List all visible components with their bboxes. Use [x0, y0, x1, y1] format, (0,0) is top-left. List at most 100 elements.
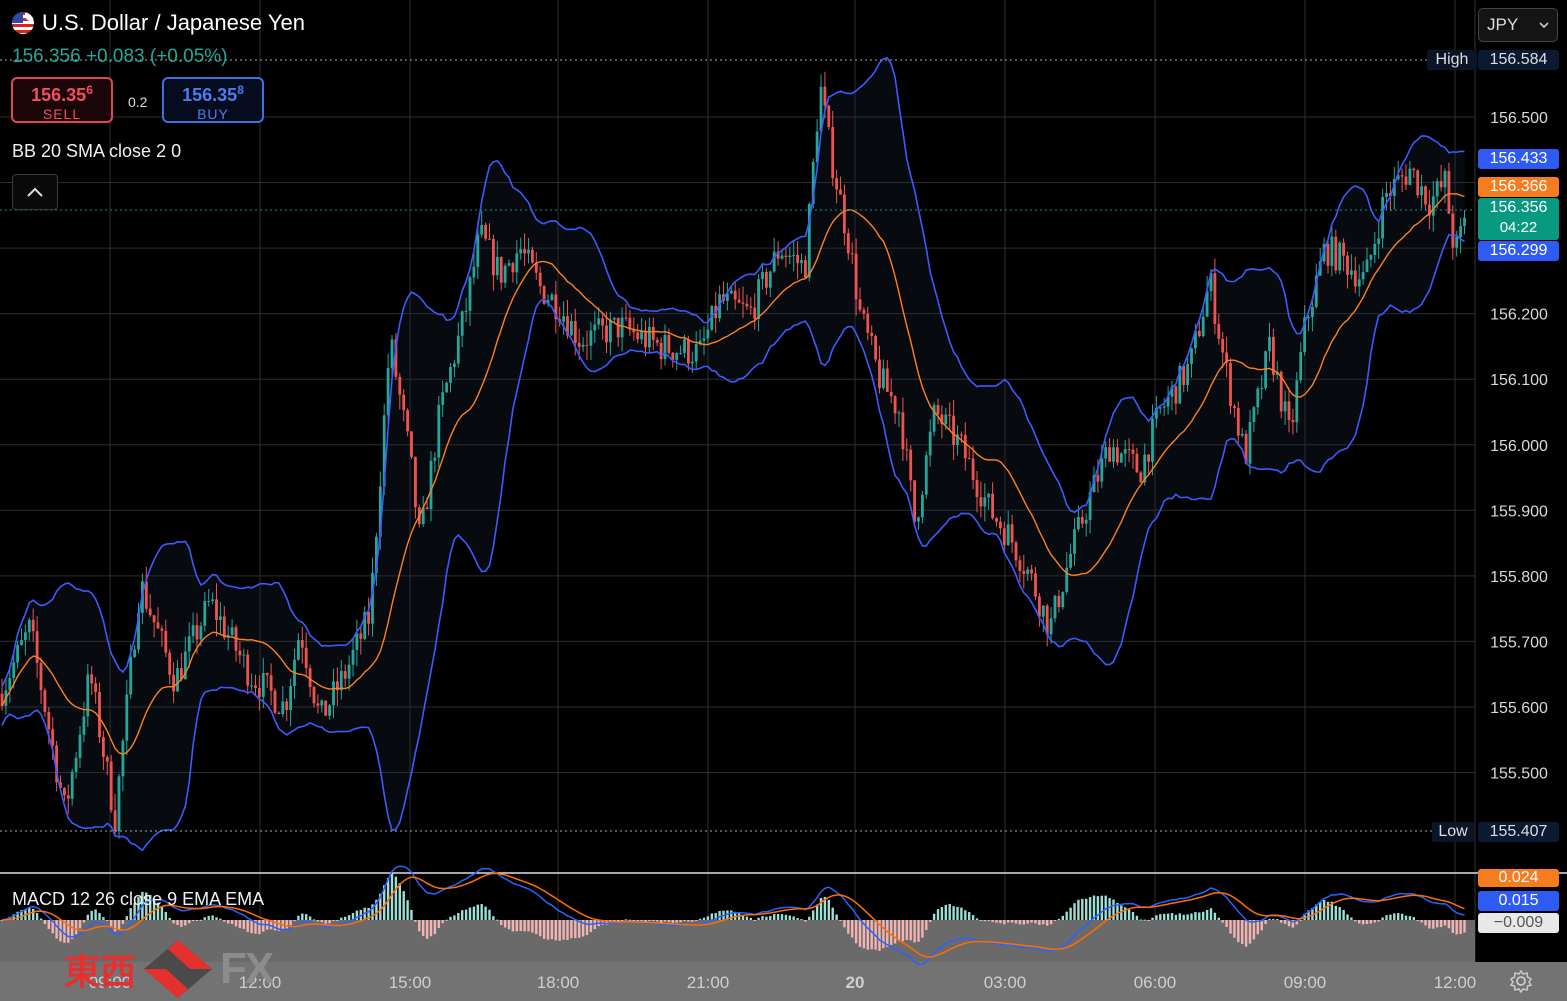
candle-body: [694, 344, 698, 362]
macd-hist-bar: [683, 920, 686, 921]
macd-hist-bar: [710, 913, 713, 920]
macd-hist-bar: [129, 908, 132, 920]
candle-body: [277, 712, 281, 715]
macd-hist-bar: [741, 914, 745, 920]
candle-body: [464, 310, 468, 312]
macd-hist-bar: [730, 910, 733, 920]
macd-hist-bar: [500, 920, 503, 926]
macd-hist-tag: −0.009: [1478, 913, 1559, 933]
candle-body: [679, 352, 682, 354]
macd-hist-bar: [1139, 919, 1142, 921]
candle-body: [1233, 406, 1236, 408]
candle-body: [109, 761, 113, 811]
candle-body: [207, 601, 211, 603]
candle-body: [616, 317, 620, 338]
macd-hist-bar: [905, 920, 908, 940]
macd-hist-bar: [219, 918, 222, 920]
candle-body: [355, 633, 359, 650]
candle-body: [1147, 454, 1150, 462]
macd-hist-bar: [152, 898, 156, 920]
macd-hist-bar: [1268, 918, 1271, 920]
candle-body: [948, 414, 952, 416]
lower-band-tag: 156.299: [1478, 241, 1559, 261]
candle-body: [1416, 170, 1420, 196]
time-axis-bg: [0, 962, 1567, 1001]
candle-body: [347, 664, 351, 679]
candle-body: [1170, 386, 1174, 397]
bollinger-legend[interactable]: BB 20 SMA close 2 0: [12, 141, 182, 161]
countdown-value: 04:22: [1499, 219, 1538, 236]
logo-cn-text: 東西: [64, 952, 137, 993]
macd-hist-bar: [351, 913, 355, 920]
candle-body: [230, 627, 234, 635]
candle-body: [105, 757, 109, 762]
settings-button[interactable]: [1508, 968, 1534, 999]
candle-body: [1381, 196, 1384, 239]
candle-body: [152, 615, 156, 623]
candle-body: [70, 771, 74, 799]
time-tick-label: 12:00: [239, 973, 282, 992]
macd-hist-bar: [1069, 907, 1072, 920]
candle-body: [1283, 401, 1287, 412]
macd-hist-bar: [765, 916, 768, 920]
candle-body: [846, 233, 850, 254]
candle-body: [1197, 330, 1201, 337]
macd-legend[interactable]: MACD 12 26 close 9 EMA EMA: [12, 889, 265, 909]
currency-value: JPY: [1487, 15, 1519, 34]
candle-body: [612, 317, 616, 320]
macd-hist-bar: [1404, 915, 1408, 920]
macd-hist-bar: [944, 904, 947, 920]
macd-hist-bar: [648, 920, 651, 921]
candle-body: [1463, 217, 1466, 227]
macd-hist-bar: [636, 920, 639, 922]
macd-hist-bar: [184, 920, 187, 926]
candle-body: [644, 330, 647, 348]
macd-hist-bar: [1389, 914, 1392, 920]
candle-body: [414, 456, 417, 508]
macd-hist-bar: [1295, 920, 1298, 925]
macd-hist-bar: [211, 915, 214, 920]
macd-hist-bar: [858, 920, 862, 947]
candle-body: [1166, 396, 1170, 407]
macd-hist-bar: [1330, 901, 1334, 920]
candle-body: [199, 625, 203, 640]
candle-body: [975, 480, 979, 498]
macd-hist-bar: [0, 920, 4, 921]
macd-hist-bar: [293, 920, 296, 921]
macd-hist-bar: [1264, 920, 1267, 925]
macd-hist-bar: [16, 911, 19, 920]
candle-body: [304, 647, 308, 669]
macd-hist-bar: [620, 920, 624, 921]
macd-hist-bar: [355, 910, 359, 920]
candle-body: [893, 396, 897, 414]
macd-hist-bar: [1428, 920, 1431, 929]
candle-body: [398, 376, 402, 395]
macd-hist-bar: [507, 920, 511, 930]
macd-hist-bar: [90, 910, 93, 920]
candle-body: [687, 339, 690, 364]
candle-body: [1190, 348, 1193, 365]
sell-label: SELL: [42, 106, 82, 122]
macd-hist-bar: [714, 913, 717, 920]
macd-hist-bar: [480, 904, 483, 920]
candle-body: [51, 729, 55, 746]
macd-hist-bar: [191, 920, 195, 921]
buy-button[interactable]: 156.358 BUY: [162, 77, 264, 123]
macd-hist-bar: [1326, 901, 1330, 920]
candle-body: [1119, 453, 1123, 463]
macd-hist-bar: [1225, 920, 1228, 927]
candle-body: [733, 290, 737, 300]
candle-body: [180, 668, 183, 680]
candle-body: [605, 325, 608, 343]
symbol-title[interactable]: U.S. Dollar / Japanese Yen: [12, 10, 305, 36]
candle-body: [242, 654, 246, 656]
collapse-legend-button[interactable]: [12, 174, 58, 210]
macd-hist-bar: [1283, 920, 1287, 924]
candle-body: [1334, 236, 1338, 271]
macd-hist-bar: [117, 920, 121, 930]
macd-hist-bar: [866, 920, 869, 950]
sell-button[interactable]: 156.356 SELL: [11, 77, 113, 123]
candle-body: [137, 612, 140, 650]
currency-select[interactable]: JPY: [1478, 8, 1558, 42]
